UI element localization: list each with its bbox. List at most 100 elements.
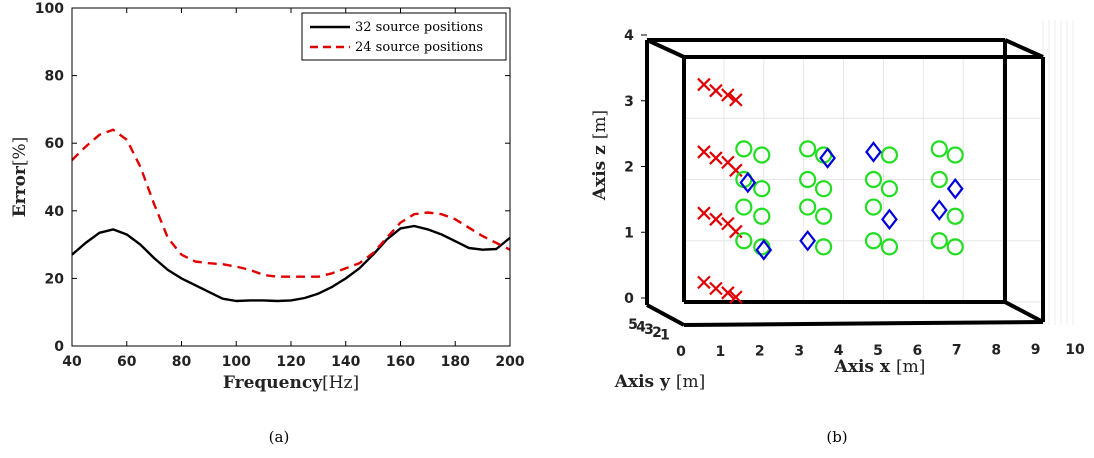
panel-b-x-tick-label: 4 xyxy=(834,343,844,359)
panel-b-x-axis-unit: [m] xyxy=(896,357,925,377)
evaluation-position-diamond xyxy=(930,199,948,221)
receiver-position-circle xyxy=(864,232,883,250)
evaluation-position-diamond xyxy=(819,147,836,169)
receiver-position-circle xyxy=(946,146,964,164)
panel-a-x-tick-label: 160 xyxy=(386,354,415,370)
receiver-position-circle xyxy=(815,238,833,256)
source-position-cross xyxy=(697,206,711,220)
panel-b-caption: (b) xyxy=(826,428,847,446)
panel-b-z-tick-label: 3 xyxy=(624,94,634,110)
room-edge-top-right-depth xyxy=(1004,38,1044,59)
legend-label-series-1: 32 source positions xyxy=(355,20,483,35)
receiver-position-circle xyxy=(799,198,817,216)
source-position-cross xyxy=(721,286,735,300)
panel-a-y-tick-label: 80 xyxy=(45,69,65,85)
room-edge-bottom-right-depth xyxy=(1004,300,1044,324)
source-position-cross xyxy=(697,145,711,159)
panel-a-series-line-2 xyxy=(71,128,511,278)
receiver-position-circle xyxy=(946,207,964,225)
panel-a-y-axis-label: Error xyxy=(10,165,30,217)
room-edge-front-bottom xyxy=(646,303,685,327)
panel-a-x-tick-label: 60 xyxy=(117,354,137,370)
panel-b-z-tick-label: 1 xyxy=(624,225,634,241)
panel-a-x-axis-title: Frequency[Hz] xyxy=(223,373,359,393)
panel-a-x-axis-label: Frequency xyxy=(223,373,323,393)
panel-a-y-axis-unit: [%] xyxy=(10,137,30,166)
panel-b-y-axis-title: Axis y [m] xyxy=(614,372,705,392)
panel-a-x-tick-label: 180 xyxy=(441,354,470,370)
panel-b-x-tick-label: 6 xyxy=(913,343,923,359)
evaluation-position-diamond xyxy=(865,141,882,163)
panel-a-y-tick-label: 40 xyxy=(45,204,65,220)
panel-a-x-tick-label: 100 xyxy=(222,354,251,370)
panel-b-x-tick-label: 0 xyxy=(676,344,686,360)
room-box xyxy=(645,38,1045,327)
source-position-cross xyxy=(729,93,743,107)
panel-b-z-tick-label: 4 xyxy=(624,28,634,44)
panel-b-y-axis-unit: [m] xyxy=(676,372,705,392)
panel-b-x-axis-label: Axis x xyxy=(834,357,891,377)
panel-b-x-tick-label: 7 xyxy=(952,343,962,359)
panel-b-z-axis-title: Axis z [m] xyxy=(590,110,610,201)
evaluation-position-diamond xyxy=(881,208,898,231)
source-position-cross xyxy=(697,77,711,92)
panel-a-y-tick-label: 0 xyxy=(54,339,64,355)
panel-b-x-axis-title: Axis x [m] xyxy=(834,357,926,377)
panel-a-x-tick-label: 120 xyxy=(276,354,305,370)
source-position-cross xyxy=(709,281,723,296)
panel-b-y-axis-label: Axis y xyxy=(614,372,671,392)
panel-b-y-tick-label: 5 xyxy=(628,317,638,333)
evaluation-position-diamond xyxy=(946,177,964,200)
source-position-cross xyxy=(729,163,743,178)
evaluation-position-diamond xyxy=(739,171,757,194)
source-position-cross xyxy=(697,275,711,290)
panel-b-z-axis-label: Axis z xyxy=(590,145,610,201)
panel-b-x-tick-label: 1 xyxy=(716,344,726,360)
panel-b-x-tick-label: 3 xyxy=(794,343,804,359)
receiver-position-circle xyxy=(864,170,883,189)
receiver-position-circle xyxy=(799,170,817,189)
receiver-position-circle xyxy=(753,146,771,164)
panel-a-x-tick-label: 140 xyxy=(331,354,360,370)
receiver-position-circle xyxy=(880,146,899,164)
room-edge-floor-front xyxy=(683,320,1044,327)
receiver-position-circle xyxy=(735,198,753,216)
source-position-cross xyxy=(729,290,743,304)
panel-a-y-tick-label: 20 xyxy=(45,271,65,287)
panel-b-z-axis-unit: [m] xyxy=(590,110,610,139)
panel-b-y-tick-label: 2 xyxy=(652,325,662,341)
panel-b-x-tick-label: 2 xyxy=(755,344,765,360)
receiver-position-circle xyxy=(864,198,883,216)
receiver-position-circle xyxy=(815,180,833,198)
panel-b-z-tick-label: 0 xyxy=(624,291,634,307)
panel-a-line-chart: 40 60 80 100 120 140 160 180 200 0 20 40 60 80 100 Fre… xyxy=(10,1,525,446)
panel-a-series-layer xyxy=(71,128,511,303)
panel-a-caption: (a) xyxy=(269,428,290,446)
panel-a-legend: 32 source positions 24 source positions xyxy=(301,12,507,61)
source-position-cross xyxy=(721,88,735,102)
receiver-position-circle xyxy=(930,170,948,189)
legend-box xyxy=(301,12,507,61)
receiver-position-circle xyxy=(799,140,817,158)
panel-b-markers xyxy=(697,77,964,304)
receiver-position-circle xyxy=(735,232,753,250)
receiver-position-circle xyxy=(930,232,948,250)
receiver-position-circle xyxy=(880,238,899,256)
panel-b-y-tick-label: 3 xyxy=(644,322,654,338)
panel-a-series-line-1 xyxy=(71,224,511,303)
panel-a-y-axis-title: Error[%] xyxy=(10,137,30,218)
receiver-position-circle xyxy=(753,207,771,225)
panel-b-x-tick-label: 8 xyxy=(991,342,1001,358)
source-position-cross xyxy=(709,151,723,165)
panel-a-x-tick-label: 80 xyxy=(172,354,192,370)
receiver-position-circle xyxy=(735,140,753,158)
receiver-position-circle xyxy=(753,180,771,198)
room-edge-top-left-depth xyxy=(646,38,685,59)
panel-b-z-tick-label: 2 xyxy=(624,160,634,176)
receiver-position-circle xyxy=(930,140,948,158)
receiver-position-circle xyxy=(946,238,964,256)
legend-label-series-2: 24 source positions xyxy=(355,40,483,55)
panel-a-ticks: 40 60 80 100 120 140 160 180 200 0 20 40 60 80 100 xyxy=(35,1,525,370)
